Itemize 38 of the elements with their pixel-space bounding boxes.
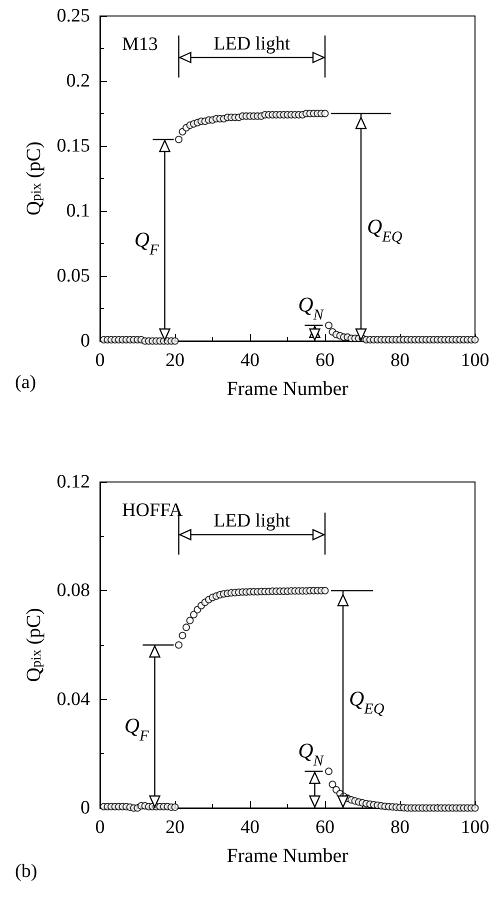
y-tick-label: 0: [80, 330, 90, 352]
text: HOFFA: [122, 500, 184, 521]
y-axis-title: Qpix (pC): [23, 142, 45, 216]
y-tick-label: 0.25: [56, 6, 90, 26]
y-axis-title: Qpix (pC): [23, 608, 45, 682]
x-tick-label: 100: [460, 817, 490, 838]
x-tick-label: 20: [166, 817, 184, 838]
y-tick-label: 0.04: [56, 688, 90, 710]
annotation: Q$_{N}$: [298, 738, 324, 770]
y-tick-label: 0.2: [66, 70, 90, 92]
x-tick-label: 40: [240, 817, 260, 838]
x-tick-label: 60: [316, 817, 334, 838]
text: (a): [15, 372, 36, 393]
text: M13: [122, 34, 158, 55]
x-tick-label: 20: [166, 350, 184, 371]
annotation: Q$_{F}$: [124, 714, 150, 744]
x-tick-label: 40: [240, 350, 260, 371]
x-tick-label: 80: [390, 350, 410, 371]
annotation: Q$_{N}$: [298, 292, 324, 324]
x-tick-label: 0: [95, 350, 105, 371]
annotation: Q$_{EQ}$: [349, 686, 384, 718]
x-tick-label: 100: [460, 350, 490, 371]
annotation: Q$_{F}$: [134, 227, 160, 258]
annotation: LED light: [214, 510, 291, 532]
x-tick-label: 0: [95, 817, 105, 838]
y-tick-label: 0.1: [66, 200, 90, 222]
x-tick-label: 60: [316, 350, 334, 371]
annotation: LED light: [214, 34, 291, 54]
x-axis-title: Frame Number: [226, 378, 349, 400]
y-tick-label: 0.12: [56, 472, 90, 492]
text: (b): [15, 861, 38, 882]
x-tick-label: 80: [390, 817, 410, 838]
y-tick-label: 0.15: [56, 136, 90, 156]
y-tick-label: 0: [80, 798, 90, 818]
x-axis-title: Frame Number: [226, 845, 349, 867]
annotation: Q$_{EQ}$: [367, 214, 402, 246]
y-tick-label: 0.05: [56, 266, 90, 286]
y-tick-label: 0.08: [56, 580, 90, 602]
